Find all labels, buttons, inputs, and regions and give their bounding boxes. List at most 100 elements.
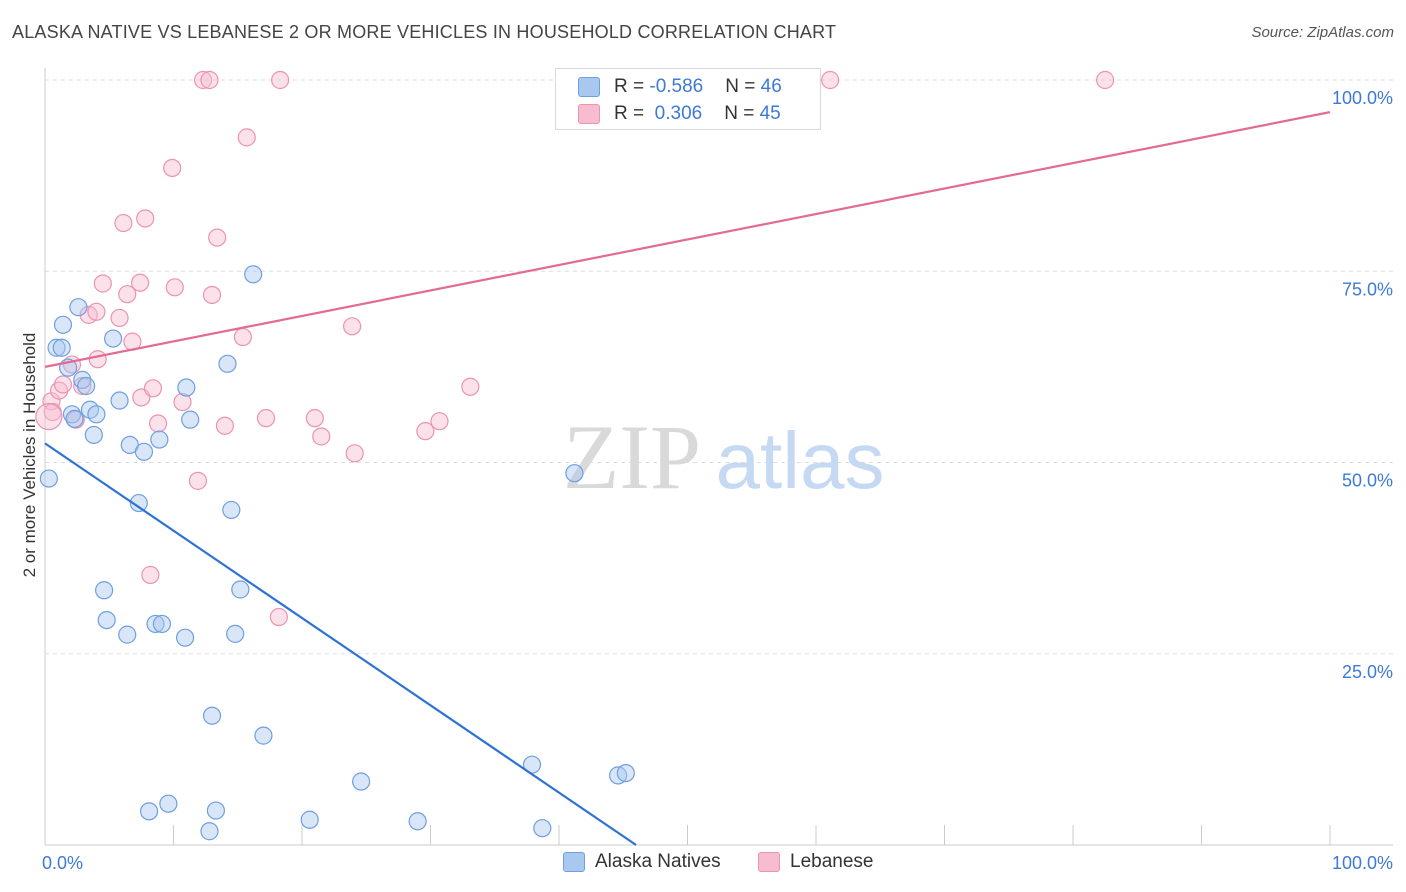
bottom-legend-label-alaska: Alaska Natives bbox=[595, 851, 721, 872]
alaska-natives-point bbox=[69, 298, 88, 317]
lebanese-point bbox=[269, 607, 288, 627]
y-tick-label: 25.0% bbox=[1342, 662, 1393, 682]
lebanese-point bbox=[130, 273, 150, 292]
watermark: ZIP atlas bbox=[563, 406, 884, 508]
correlation-legend: R = -0.586 N = 46 R = 0.306 N = 45 bbox=[555, 68, 821, 130]
lebanese-point bbox=[87, 302, 106, 321]
x-tick-label-max: 100.0% bbox=[1332, 853, 1393, 873]
alaska-natives-point bbox=[77, 376, 96, 396]
lebanese-points bbox=[35, 70, 1115, 627]
lebanese-point bbox=[188, 471, 208, 490]
alaska-natives-point bbox=[352, 772, 371, 791]
source-label: Source: ZipAtlas.com bbox=[1251, 24, 1394, 41]
legend-n-label: N = bbox=[724, 103, 760, 124]
lebanese-point bbox=[202, 285, 222, 305]
alaska-natives-point bbox=[52, 338, 71, 357]
x-tick-label-min: 0.0% bbox=[42, 853, 83, 873]
chart-title: ALASKA NATIVE VS LEBANESE 2 OR MORE VEHI… bbox=[12, 22, 837, 42]
y-tick-label: 100.0% bbox=[1332, 88, 1393, 108]
lebanese-point bbox=[305, 409, 324, 428]
bottom-legend-swatch-blue bbox=[563, 852, 585, 872]
alaska-natives-point bbox=[244, 265, 263, 284]
lebanese-point bbox=[200, 70, 219, 90]
watermark-atlas: atlas bbox=[716, 416, 885, 505]
lebanese-point bbox=[416, 422, 435, 441]
lebanese-point bbox=[136, 209, 155, 228]
lebanese-point bbox=[173, 392, 192, 412]
alaska-natives-point bbox=[159, 794, 178, 813]
lebanese-point bbox=[193, 70, 213, 90]
alaska-natives-point bbox=[118, 625, 137, 644]
alaska-natives-point bbox=[95, 581, 114, 600]
lebanese-point bbox=[430, 412, 449, 431]
legend-swatch-blue bbox=[578, 77, 600, 97]
lebanese-point bbox=[148, 414, 168, 433]
lebanese-point bbox=[343, 317, 362, 336]
alaska-natives-point bbox=[226, 624, 245, 643]
axes bbox=[44, 68, 1393, 846]
alaska-natives-point bbox=[177, 378, 196, 397]
lebanese-point bbox=[88, 350, 107, 369]
lebanese-point bbox=[256, 409, 276, 428]
legend-swatch-pink bbox=[578, 104, 600, 124]
alaska-natives-point bbox=[218, 354, 237, 373]
lebanese-point bbox=[73, 376, 92, 396]
alaska-natives-point bbox=[200, 822, 219, 841]
alaska-natives-point bbox=[97, 610, 116, 630]
alaska-natives-point bbox=[231, 580, 250, 599]
alaska-natives-point bbox=[84, 425, 103, 445]
alaska-natives-point bbox=[152, 614, 172, 634]
bottom-legend-alaska: Alaska Natives bbox=[563, 851, 721, 873]
alaska-natives-point bbox=[533, 819, 552, 838]
legend-r-value: 0.306 bbox=[649, 103, 703, 124]
lebanese-point bbox=[143, 379, 163, 398]
lebanese-point bbox=[141, 565, 160, 585]
legend-n-label: N = bbox=[725, 76, 761, 97]
lebanese-point bbox=[163, 158, 182, 178]
lebanese-point bbox=[271, 70, 290, 90]
bottom-legend-label-lebanese: Lebanese bbox=[790, 851, 874, 872]
lebanese-point bbox=[53, 375, 73, 394]
legend-row-lebanese: R = 0.306 N = 45 bbox=[578, 101, 781, 127]
lebanese-trend-line bbox=[44, 111, 1331, 368]
alaska-natives-point bbox=[139, 802, 159, 821]
alaska-natives-trend-line bbox=[44, 442, 637, 846]
lebanese-point bbox=[93, 274, 112, 293]
legend-row-alaska: R = -0.586 N = 46 bbox=[578, 74, 782, 100]
lebanese-point bbox=[118, 285, 137, 304]
alaska-natives-point bbox=[134, 442, 154, 461]
lebanese-point bbox=[165, 278, 184, 297]
lebanese-point bbox=[208, 228, 227, 247]
alaska-natives-point bbox=[110, 391, 129, 410]
alaska-natives-point bbox=[175, 628, 195, 647]
alaska-natives-point bbox=[47, 338, 66, 357]
y-tick-label: 50.0% bbox=[1342, 471, 1393, 491]
alaska-natives-point bbox=[80, 400, 100, 419]
lebanese-point bbox=[821, 70, 840, 90]
lebanese-point bbox=[110, 308, 129, 328]
lebanese-point bbox=[233, 327, 252, 347]
alaska-natives-point bbox=[65, 409, 84, 428]
alaska-natives-point bbox=[181, 410, 200, 429]
lebanese-point bbox=[215, 416, 234, 435]
legend-n-value: 45 bbox=[759, 103, 781, 124]
lebanese-point bbox=[345, 444, 364, 463]
alaska-natives-point bbox=[104, 329, 123, 348]
alaska-natives-point bbox=[254, 726, 273, 745]
alaska-natives-point bbox=[87, 405, 106, 424]
alaska-natives-point bbox=[146, 614, 165, 634]
lebanese-point bbox=[1096, 70, 1115, 90]
legend-r-label: R = bbox=[614, 76, 650, 97]
tick-labels: 25.0% 50.0% 75.0% 100.0% 0.0% 100.0% bbox=[42, 88, 1393, 873]
trend-lines bbox=[44, 111, 1331, 846]
legend-r-label: R = bbox=[614, 103, 650, 124]
gridlines bbox=[45, 79, 1393, 655]
legend-r-value: -0.586 bbox=[649, 76, 704, 97]
alaska-natives-point bbox=[39, 469, 58, 488]
bottom-legend-swatch-pink bbox=[758, 852, 780, 872]
watermark-zip: ZIP bbox=[563, 406, 701, 508]
lebanese-point bbox=[312, 427, 331, 446]
alaska-natives-point bbox=[616, 763, 635, 783]
alaska-natives-point bbox=[300, 810, 319, 829]
